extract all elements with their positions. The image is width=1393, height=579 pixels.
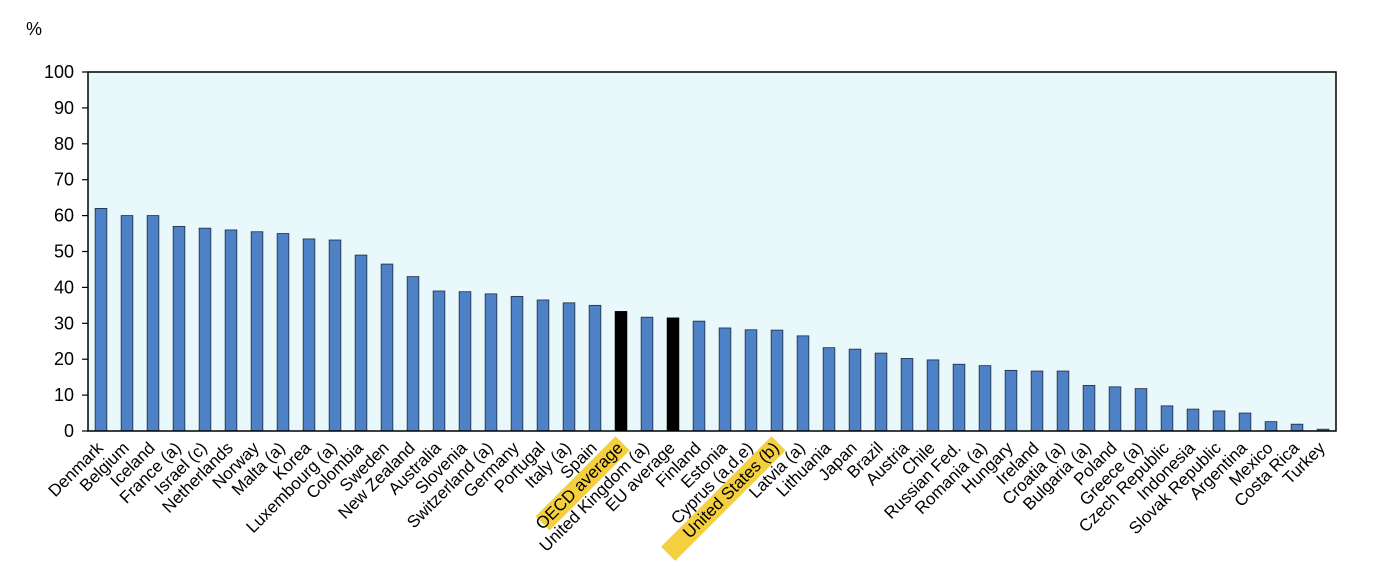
bar [302, 238, 316, 432]
bar [666, 317, 680, 432]
bar [1212, 410, 1226, 432]
bar [614, 311, 628, 432]
plot-area [88, 72, 1336, 431]
label-highlight [661, 436, 786, 561]
bar [1056, 370, 1070, 432]
bar [1186, 408, 1200, 432]
y-tick-label: 90 [54, 98, 74, 118]
bar [94, 208, 108, 432]
bar [172, 225, 186, 432]
y-tick-label: 60 [54, 206, 74, 226]
bar [1030, 370, 1044, 432]
bar [1004, 369, 1018, 432]
bar [224, 229, 238, 432]
y-axis-unit-label: % [26, 19, 42, 39]
y-tick-label: 30 [54, 313, 74, 333]
bar [406, 276, 420, 432]
bar [640, 316, 654, 432]
y-tick-label: 70 [54, 170, 74, 190]
bar [484, 293, 498, 432]
bar [822, 347, 836, 432]
bar [380, 263, 394, 432]
bar [1238, 412, 1252, 432]
bar [276, 233, 290, 432]
bar [744, 329, 758, 432]
bar [874, 352, 888, 432]
bar [978, 365, 992, 432]
bar [718, 327, 732, 432]
bar [926, 359, 940, 432]
bar [432, 290, 446, 432]
bar [588, 304, 602, 432]
bar [900, 358, 914, 432]
bar [1264, 421, 1278, 432]
y-tick-label: 20 [54, 349, 74, 369]
bar [328, 239, 342, 432]
y-tick-label: 50 [54, 242, 74, 262]
bar [536, 299, 550, 432]
plot-frame [87, 71, 1337, 432]
y-axis-ticks: 0 10 20 30 40 50 60 70 80 90 100 [44, 62, 88, 441]
bar [1082, 385, 1096, 432]
bar [198, 227, 212, 432]
y-tick-label: 10 [54, 385, 74, 405]
bar [562, 302, 576, 432]
bar [952, 363, 966, 432]
bar [1108, 386, 1122, 432]
bar [1290, 423, 1304, 432]
label-highlight [535, 436, 630, 531]
bar [250, 231, 264, 432]
bar [1134, 388, 1148, 432]
bar [796, 335, 810, 432]
y-tick-label: 0 [64, 421, 74, 441]
bar [1160, 405, 1174, 432]
y-tick-label: 80 [54, 134, 74, 154]
y-tick-label: 40 [54, 277, 74, 297]
bar [120, 215, 134, 432]
bar [510, 295, 524, 432]
bar [770, 329, 784, 432]
bar [146, 215, 160, 432]
bar [354, 254, 368, 432]
bar [848, 348, 862, 432]
y-tick-label: 100 [44, 62, 74, 82]
bar [458, 291, 472, 432]
bar [692, 320, 706, 432]
